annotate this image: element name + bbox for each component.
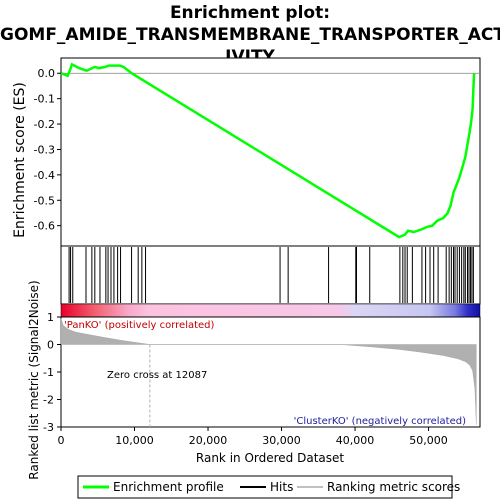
- rank-color-bar: [60, 303, 481, 318]
- hits-panel: [60, 245, 481, 305]
- es-axis-title: Enrichment score (ES): [12, 82, 28, 238]
- ranking-metric-area: [60, 318, 477, 425]
- x-tick-label: 10,000: [115, 434, 154, 447]
- metric-y-tick-label: -1: [43, 366, 54, 379]
- zero-cross-label: Zero cross at 12087: [107, 370, 207, 381]
- metric-y-tick-label: -2: [43, 394, 54, 407]
- neg-correlated-label: 'ClusterKO' (negatively correlated): [294, 416, 466, 427]
- metric-y-tick-label: -3: [43, 421, 54, 434]
- metric-y-axis: 1 0 -1 -2 -3: [43, 311, 61, 434]
- pos-correlated-label: 'PanKO' (positively correlated): [64, 320, 215, 331]
- metric-panel: [60, 316, 481, 428]
- legend-enrichment-label: Enrichment profile: [113, 480, 224, 494]
- x-axis: 0 10,000 20,000 30,000 40,000 50,000: [58, 427, 448, 447]
- es-y-tick-label: -0.6: [34, 220, 55, 233]
- es-y-tick-label: 0.0: [38, 67, 56, 80]
- x-tick-label: 20,000: [189, 434, 228, 447]
- es-y-tick-label: -0.3: [34, 143, 55, 156]
- x-tick-label: 30,000: [262, 434, 301, 447]
- title-line-2: GOMF_AMIDE_TRANSMEMBRANE_TRANSPORTER_ACT: [0, 25, 500, 45]
- legend-metric-label: Ranking metric scores: [327, 480, 460, 494]
- legend-hits-label: Hits: [270, 480, 293, 494]
- x-axis-title: Rank in Ordered Dataset: [196, 451, 344, 465]
- hits-marks: [68, 247, 474, 303]
- es-y-tick-label: -0.5: [34, 194, 55, 207]
- x-tick-label: 0: [58, 434, 65, 447]
- es-panel: [60, 57, 481, 247]
- es-y-tick-label: -0.2: [34, 118, 55, 131]
- x-tick-label: 40,000: [336, 434, 375, 447]
- x-tick-label: 50,000: [409, 434, 448, 447]
- es-y-tick-label: -0.4: [34, 169, 55, 182]
- enrichment-profile-line: [60, 62, 476, 239]
- es-y-axis: 0.0 -0.1 -0.2 -0.3 -0.4 -0.5 -0.6: [34, 67, 61, 233]
- metric-y-tick-label: 1: [47, 311, 54, 324]
- es-y-tick-label: -0.1: [34, 93, 55, 106]
- metric-axis-title: Ranked list metric (Signal2Noise): [27, 280, 41, 479]
- title-line-1: Enrichment plot:: [169, 3, 331, 23]
- metric-y-tick-label: 0: [47, 339, 54, 352]
